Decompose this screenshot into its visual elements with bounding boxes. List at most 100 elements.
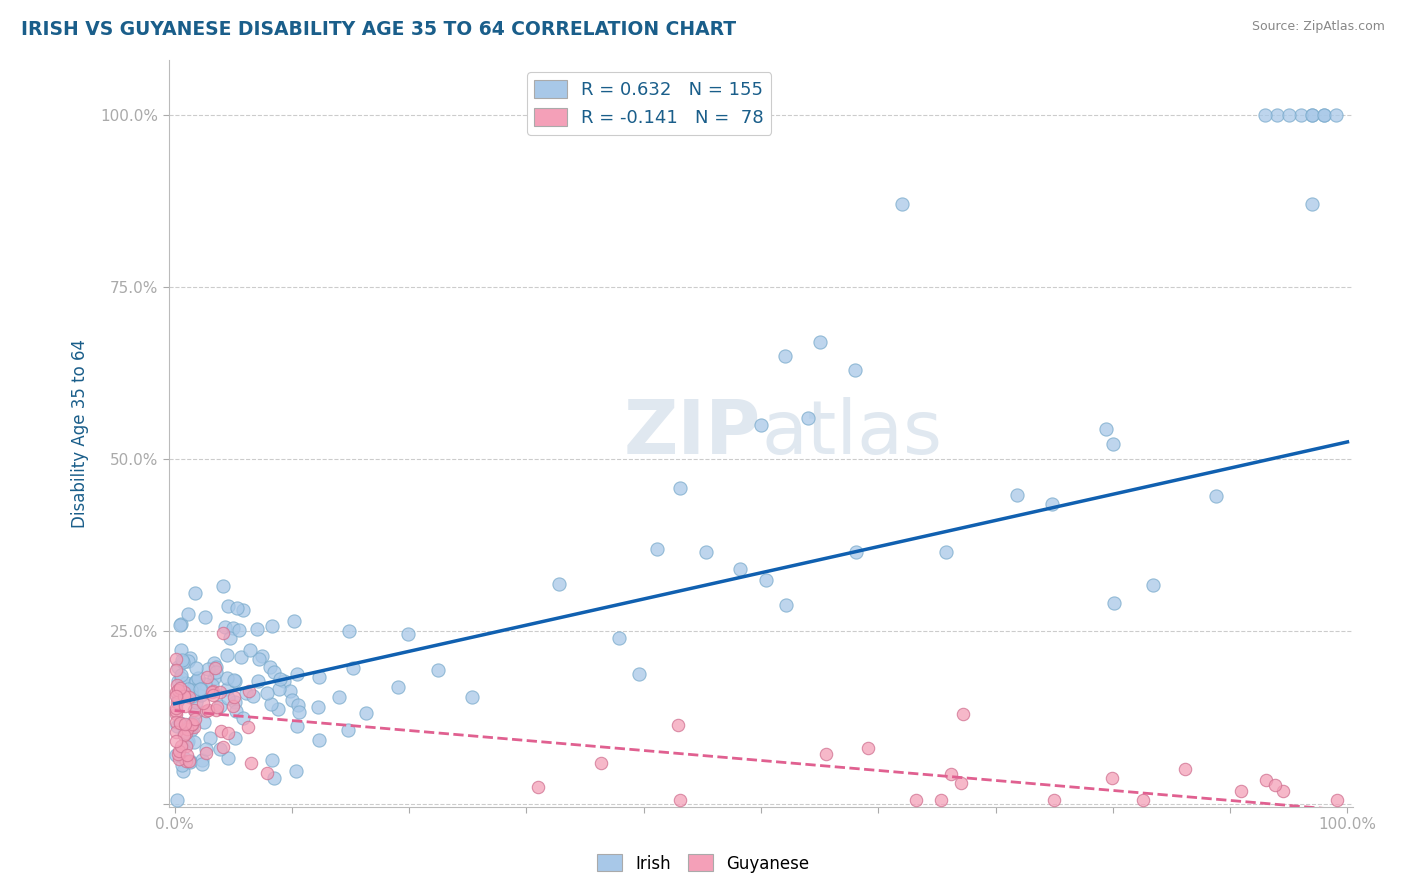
Point (1230, 784, 1253, 798)
Point (935, 545, 957, 559)
Point (628, 666, 651, 681)
Point (170, 668, 193, 682)
Point (201, 685, 224, 699)
Point (172, 656, 194, 670)
Point (308, 733, 330, 747)
Point (288, 705, 311, 719)
Point (1042, 793, 1064, 807)
Point (1324, 108, 1347, 122)
Point (808, 334, 831, 349)
Point (225, 704, 247, 718)
Point (183, 679, 205, 693)
Point (217, 648, 239, 663)
Point (180, 683, 202, 698)
Point (170, 653, 193, 667)
Point (1142, 577, 1164, 591)
Point (174, 754, 197, 768)
Point (212, 740, 235, 755)
Point (285, 764, 308, 778)
Point (169, 744, 191, 758)
Point (179, 721, 201, 735)
Point (217, 750, 239, 764)
Point (1271, 783, 1294, 797)
Point (167, 747, 190, 762)
Point (224, 674, 246, 689)
Point (172, 757, 194, 772)
Point (217, 682, 239, 697)
Point (755, 573, 778, 587)
Point (181, 716, 204, 731)
Point (280, 684, 302, 698)
Point (191, 696, 214, 710)
Point (398, 627, 420, 641)
Point (256, 765, 278, 780)
Point (775, 598, 797, 612)
Point (165, 725, 187, 739)
Point (187, 671, 209, 685)
Point (222, 621, 245, 635)
Point (172, 687, 194, 701)
Point (169, 681, 191, 695)
Point (174, 676, 197, 690)
Point (645, 541, 668, 556)
Point (1174, 762, 1197, 776)
Point (202, 671, 225, 685)
Point (890, 197, 912, 211)
Point (247, 674, 270, 689)
Point (172, 764, 194, 778)
Point (952, 706, 974, 721)
Point (191, 753, 214, 767)
Point (844, 362, 866, 376)
Point (215, 671, 238, 685)
Point (190, 688, 212, 702)
Point (695, 545, 717, 559)
Point (328, 690, 350, 704)
Point (548, 577, 571, 591)
Point (180, 717, 202, 731)
Point (235, 686, 257, 700)
Point (225, 601, 247, 615)
Point (165, 701, 187, 715)
Point (169, 715, 191, 730)
Point (252, 648, 274, 663)
Point (205, 703, 228, 717)
Point (219, 632, 242, 646)
Point (173, 727, 195, 741)
Point (308, 670, 330, 684)
Point (165, 684, 187, 698)
Point (262, 619, 284, 633)
Point (1313, 108, 1336, 122)
Point (266, 702, 288, 716)
Point (232, 711, 254, 725)
Point (1254, 108, 1277, 122)
Point (183, 703, 205, 717)
Text: IRISH VS GUYANESE DISABILITY AGE 35 TO 64 CORRELATION CHART: IRISH VS GUYANESE DISABILITY AGE 35 TO 6… (21, 20, 737, 38)
Point (180, 723, 202, 738)
Legend: Irish, Guyanese: Irish, Guyanese (591, 847, 815, 880)
Point (607, 631, 630, 645)
Point (239, 642, 262, 657)
Point (1326, 793, 1348, 807)
Point (939, 767, 962, 781)
Point (176, 734, 198, 748)
Point (1102, 597, 1125, 611)
Point (224, 695, 246, 709)
Point (165, 714, 187, 729)
Point (170, 617, 193, 632)
Point (217, 691, 239, 706)
Point (245, 622, 267, 636)
Point (1040, 497, 1063, 511)
Point (176, 736, 198, 750)
Point (184, 674, 207, 689)
Point (1095, 421, 1118, 435)
Point (666, 717, 689, 731)
Point (845, 544, 868, 558)
Point (170, 643, 193, 657)
Point (188, 681, 211, 696)
Point (1301, 108, 1323, 122)
Point (166, 683, 188, 698)
Point (183, 735, 205, 749)
Point (949, 776, 972, 790)
Point (263, 771, 285, 785)
Point (1278, 108, 1301, 122)
